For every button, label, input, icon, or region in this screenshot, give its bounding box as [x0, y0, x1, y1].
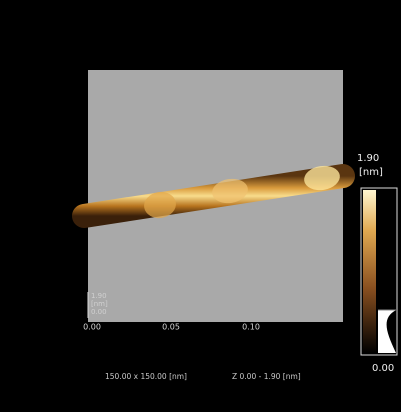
fiber-bead: [144, 191, 176, 219]
z-axis-unit: [nm]: [91, 300, 108, 308]
x-tick-label: 0.10: [242, 323, 260, 332]
z-axis-min: 0.00: [91, 308, 107, 316]
fiber-bead: [304, 165, 340, 191]
scale-max: 1.90: [357, 153, 379, 164]
histogram: [378, 190, 396, 353]
scan-size: 150.00 x 150.00 [nm]: [105, 372, 187, 381]
scale-min: 0.00: [372, 363, 394, 374]
scale-unit: [nm]: [359, 167, 383, 178]
z-range: Z 0.00 - 1.90 [nm]: [232, 372, 301, 381]
fiber: [72, 164, 355, 228]
color-bar: [363, 190, 376, 353]
fiber-bead: [212, 178, 248, 204]
z-axis-max: 1.90: [91, 292, 107, 300]
x-tick-label: 0.00: [83, 323, 101, 332]
x-tick-label: 0.05: [162, 323, 180, 332]
